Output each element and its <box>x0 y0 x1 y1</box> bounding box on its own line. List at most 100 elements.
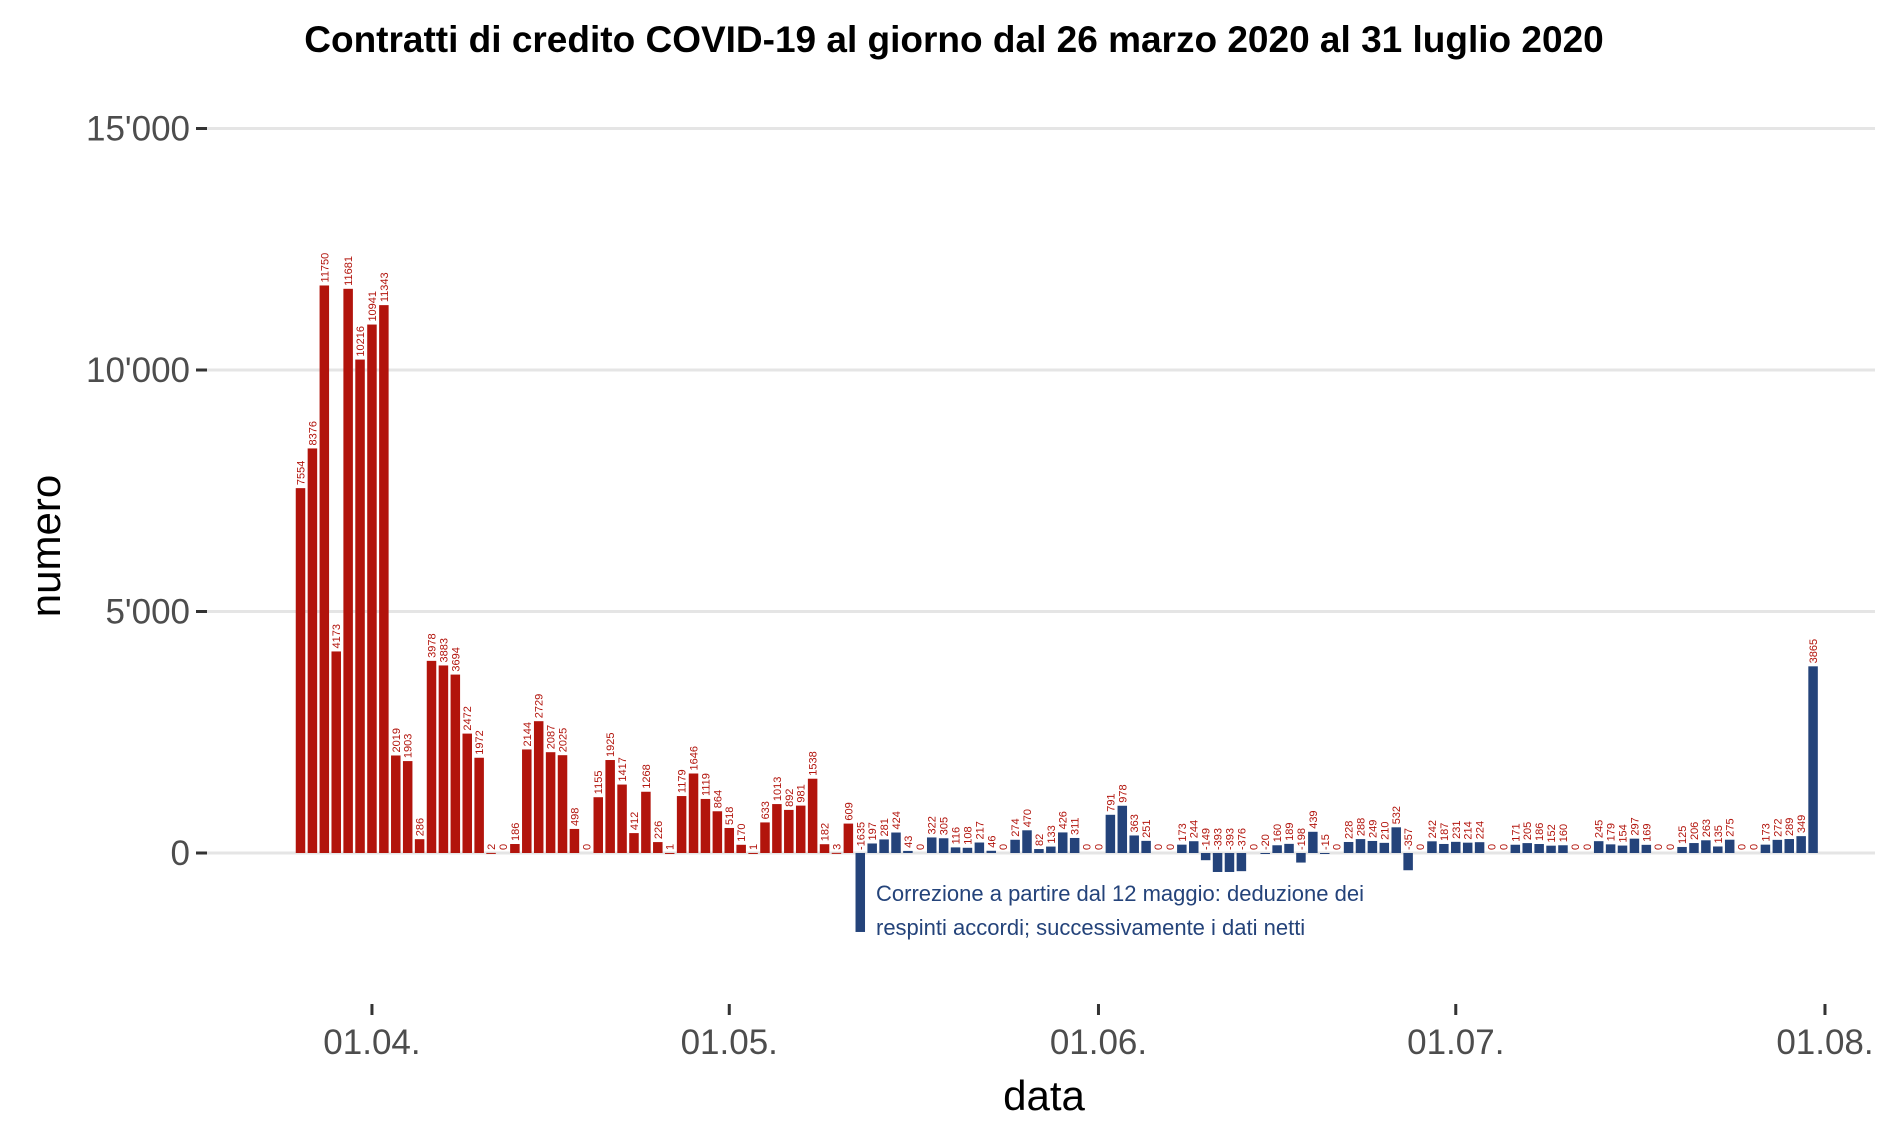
bar <box>343 288 353 853</box>
bar-label: 286 <box>415 818 427 836</box>
bar <box>1105 814 1116 853</box>
bar <box>1558 845 1568 853</box>
bar <box>1034 849 1044 853</box>
bar-label: 160 <box>1558 824 1570 842</box>
bar-label: 2025 <box>558 728 570 752</box>
bar-label: 263 <box>1701 819 1713 837</box>
bar <box>462 733 472 853</box>
bar <box>1212 853 1223 872</box>
bar-label: -357 <box>1403 828 1415 850</box>
bar <box>510 844 520 853</box>
bar-label: 169 <box>1641 823 1653 841</box>
bar <box>879 839 889 853</box>
bar-label: 0 <box>1415 844 1427 850</box>
bar-label: 322 <box>927 816 939 834</box>
bar-label: 0 <box>1165 844 1177 850</box>
bar <box>379 305 389 854</box>
bar-label: 82 <box>1034 834 1046 846</box>
bar <box>1236 853 1247 872</box>
bar <box>1522 843 1532 853</box>
bar <box>1141 840 1151 853</box>
bar-label: 864 <box>712 790 724 808</box>
bar-label: 205 <box>1522 822 1534 840</box>
bar-label: 412 <box>629 812 641 830</box>
bar <box>676 796 687 853</box>
bar <box>795 805 806 853</box>
bar <box>295 488 306 853</box>
bar-labels: 7554837611750417311681102161094111343201… <box>296 253 1821 850</box>
bar-label: 3 <box>831 844 843 850</box>
bar <box>974 842 985 853</box>
bar <box>986 850 997 853</box>
bar <box>1260 853 1270 854</box>
bar <box>748 852 758 854</box>
bar <box>629 833 639 853</box>
bar <box>1403 853 1413 871</box>
bar-label: 1155 <box>593 771 605 795</box>
bar <box>1546 845 1556 853</box>
bar-label: 2 <box>486 844 498 850</box>
bar <box>1689 843 1699 853</box>
bar <box>1057 832 1068 853</box>
y-tick-label: 0 <box>171 834 190 873</box>
bar <box>1784 839 1794 853</box>
bar-label: 274 <box>1010 818 1022 836</box>
bar-label: 1268 <box>641 764 653 788</box>
bar-label: 10216 <box>355 326 367 357</box>
bar <box>438 665 449 853</box>
bar-label: 11750 <box>319 253 331 283</box>
bar <box>391 755 401 853</box>
bar <box>641 791 651 853</box>
bar-label: 349 <box>1796 815 1808 833</box>
bar-label: 2144 <box>522 722 534 746</box>
bar <box>486 852 496 854</box>
bar-label: 0 <box>1153 844 1165 850</box>
bar <box>1605 844 1616 853</box>
bar-label: 182 <box>820 823 832 841</box>
bar <box>1462 842 1473 853</box>
bar <box>819 844 830 853</box>
bar-label: 892 <box>784 789 796 807</box>
x-tick-label: 01.06. <box>1050 1023 1147 1062</box>
bar-label: 1417 <box>617 757 629 781</box>
bar-label: 0 <box>1082 844 1094 850</box>
bar-label: 0 <box>498 844 510 850</box>
bar <box>712 811 723 853</box>
bar-label: 1972 <box>474 730 486 754</box>
bar-label: 981 <box>796 784 808 802</box>
bar <box>319 285 330 854</box>
bar-label: 186 <box>1534 823 1546 841</box>
bar-label: 226 <box>653 821 665 839</box>
bar <box>1391 827 1401 853</box>
bar-label: 978 <box>1117 784 1129 802</box>
bar <box>367 324 377 854</box>
bar <box>426 660 437 853</box>
bar-label: 498 <box>569 808 581 826</box>
bar-label: 2019 <box>391 728 403 752</box>
bar <box>1510 844 1521 853</box>
bar-label: 10941 <box>367 291 379 322</box>
bar-label: 125 <box>1677 826 1689 844</box>
bar-label: 179 <box>1606 823 1618 841</box>
y-tick-label: 5'000 <box>105 593 190 632</box>
bar <box>831 852 842 854</box>
y-tick-label: 10'000 <box>86 351 190 390</box>
bar-label: 210 <box>1379 821 1391 839</box>
bar-label: 11343 <box>379 272 391 302</box>
bar <box>772 804 782 853</box>
bar-label: 0 <box>1653 844 1665 850</box>
bar-label: 187 <box>1439 823 1451 841</box>
bar-label: 0 <box>1570 844 1582 850</box>
bar-label: 214 <box>1463 821 1475 839</box>
bar <box>891 832 901 853</box>
bar <box>414 839 425 853</box>
bar-label: -20 <box>1260 834 1272 850</box>
bar <box>557 755 568 853</box>
bar-label: 0 <box>1749 844 1761 850</box>
bar-label: 0 <box>998 844 1010 850</box>
bar-label: 0 <box>1093 844 1105 850</box>
x-tick-label: 01.04. <box>323 1023 420 1062</box>
bar <box>1474 842 1485 853</box>
bar <box>1677 846 1687 853</box>
bar-label: 532 <box>1391 806 1403 824</box>
